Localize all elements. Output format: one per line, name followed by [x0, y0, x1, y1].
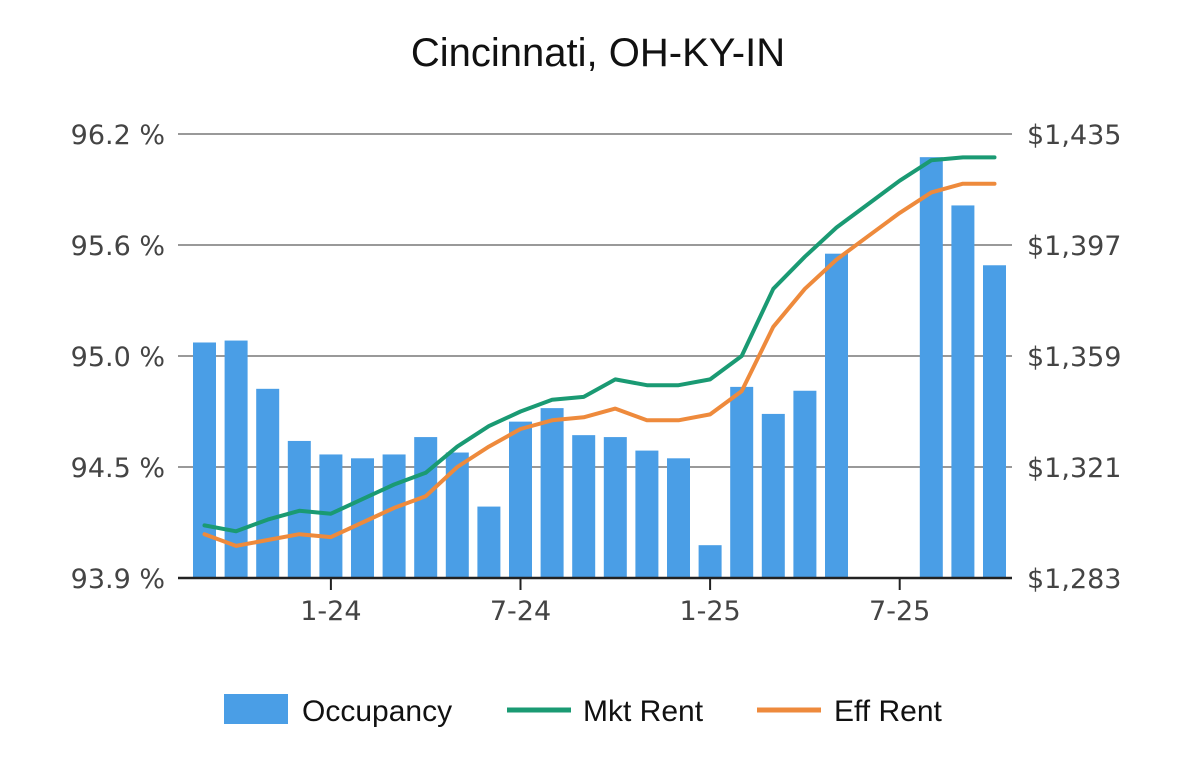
occupancy-bar: [382, 454, 406, 578]
legend-label-occupancy: Occupancy: [302, 695, 452, 728]
x-tick-label: 7-24: [490, 596, 551, 627]
y-right-tick-label: $1,283: [1027, 564, 1121, 595]
occupancy-bar: [635, 450, 659, 578]
y-left-tick-label: 96.2 %: [71, 120, 165, 151]
y-left-tick-label: 95.6 %: [71, 231, 165, 262]
occupancy-bar: [983, 265, 1006, 578]
occupancy-bar: [919, 157, 943, 578]
occupancy-bar: [477, 506, 501, 578]
occupancy-bar: [509, 421, 532, 578]
y-right-tick-label: $1,397: [1027, 231, 1121, 262]
x-tick-label: 1-24: [300, 596, 361, 627]
occupancy-bar: [414, 437, 438, 578]
occupancy-bar: [224, 340, 248, 578]
x-tick-label: 1-25: [679, 596, 740, 627]
y-left-tick-label: 93.9 %: [71, 564, 165, 595]
mkt-rent-line: [202, 155, 997, 534]
x-tick-label: 7-25: [869, 596, 930, 627]
gridlines: [178, 133, 1012, 468]
occupancy-bar: [730, 386, 754, 578]
axes: 96.2 % $1,435 95.6 % $1,397 95.0 % $1,359 94.5…: [71, 120, 1122, 627]
occupancy-bar: [951, 205, 975, 578]
legend-swatch-occupancy: [224, 694, 288, 724]
y-right-tick-label: $1,435: [1027, 120, 1121, 151]
eff-rent-line: [202, 181, 997, 548]
occupancy-bar: [825, 253, 848, 578]
occupancy-bar: [445, 452, 469, 578]
occupancy-bar: [793, 390, 817, 578]
y-left-tick-label: 95.0 %: [71, 342, 165, 373]
chart-title: Cincinnati, OH-KY-IN: [411, 31, 785, 75]
occupancy-bar: [351, 458, 374, 578]
occupancy-bar: [761, 413, 785, 578]
rent-lines: [202, 155, 997, 548]
legend: Occupancy Mkt Rent Eff Rent: [224, 694, 943, 728]
y-right-tick-label: $1,359: [1027, 342, 1121, 373]
occupancy-bar: [540, 408, 564, 578]
legend-label-mkt-rent: Mkt Rent: [583, 695, 704, 728]
legend-label-eff-rent: Eff Rent: [834, 695, 943, 728]
occupancy-bar: [698, 545, 722, 578]
y-left-tick-label: 94.5 %: [71, 453, 165, 484]
occupancy-bar: [193, 342, 216, 578]
y-right-tick-label: $1,321: [1027, 453, 1121, 484]
occupancy-bar: [667, 458, 690, 578]
occupancy-bars: [193, 157, 1006, 578]
occupancy-bar: [572, 435, 596, 578]
occupancy-bar: [256, 388, 280, 578]
occupancy-bar: [319, 454, 343, 578]
occupancy-bar: [603, 437, 627, 578]
